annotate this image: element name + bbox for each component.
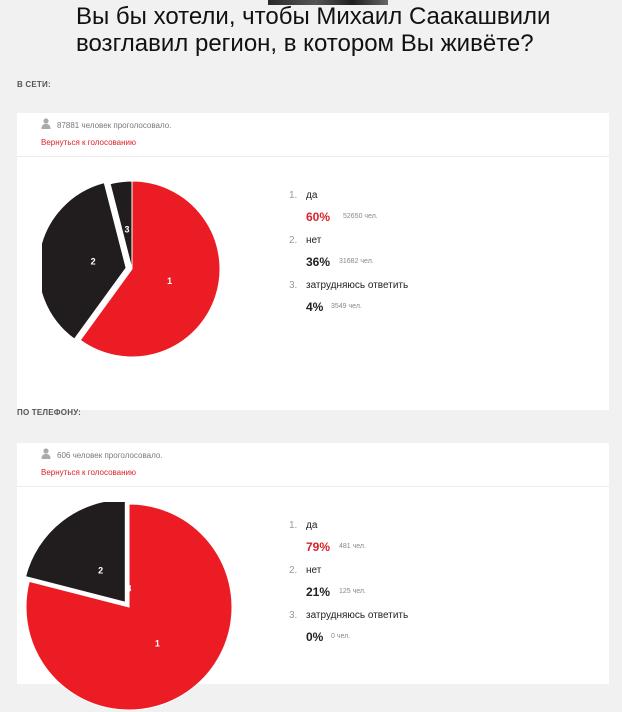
pie-label-2: 2 (98, 565, 103, 575)
pie-slice-2 (42, 182, 127, 340)
poll-question: Вы бы хотели, чтобы Михаил Саакашвили во… (76, 3, 616, 57)
answer-label: да (306, 190, 318, 201)
answer-percent: 4% (306, 300, 324, 314)
answer-count: 3549 чел. (331, 303, 362, 310)
answer-count: 52650 чел. (343, 213, 378, 220)
answer-count: 125 чел. (339, 588, 366, 595)
answer-percent: 0% (306, 630, 324, 644)
answer-percent: 21% (306, 585, 331, 599)
answer-percent: 60% (306, 210, 331, 224)
answer-count: 31682 чел. (339, 258, 374, 265)
answer-percent: 79% (306, 540, 331, 554)
results-panel-phone: 606 человек проголосовало. Вернуться к г… (17, 443, 609, 711)
user-icon (41, 448, 51, 459)
answer-number: 3. (289, 280, 298, 291)
answer-label: нет (306, 565, 322, 576)
panel-header: 606 человек проголосовало. Вернуться к г… (17, 443, 609, 487)
answer-count: 481 чел. (339, 543, 366, 550)
pie-label-1: 1 (167, 276, 172, 286)
pie-label-1: 1 (155, 639, 160, 649)
pie-label-3: 3 (125, 225, 130, 235)
answer-number: 2. (289, 565, 298, 576)
answer-label: нет (306, 235, 322, 246)
answer-number: 2. (289, 235, 298, 246)
section-label-online: В СЕТИ: (17, 80, 51, 89)
pie-slice-1 (79, 180, 221, 358)
user-icon (41, 118, 51, 129)
answer-number: 3. (289, 610, 298, 621)
answer-number: 1. (289, 190, 298, 201)
pie-label-2: 2 (91, 257, 96, 267)
pie-slice-3 (109, 180, 133, 270)
pie-slice-2 (24, 502, 126, 603)
results-panel-online: 87881 человек проголосовало. Вернуться к… (17, 113, 609, 410)
voted-count-text: 606 человек проголосовало. (57, 451, 163, 460)
answer-label: да (306, 520, 318, 531)
back-to-voting-link[interactable]: Вернуться к голосованию (41, 468, 137, 477)
question-line-1: Вы бы хотели, чтобы Михаил Саакашвили (76, 3, 551, 30)
pie-chart-phone: 1 2 3 (24, 502, 233, 711)
panel-header: 87881 человек проголосовало. Вернуться к… (17, 113, 609, 157)
header-photo (268, 0, 388, 5)
answer-label: затрудняюсь ответить (306, 610, 409, 621)
pie-chart-online: 1 2 3 (42, 180, 221, 358)
question-line-2: возглавил регион, в котором Вы живёте? (76, 30, 534, 57)
answer-count: 0 чел. (331, 633, 351, 640)
voted-count-text: 87881 человек проголосовало. (57, 121, 172, 130)
answer-number: 1. (289, 520, 298, 531)
pie-label-3: 3 (126, 583, 131, 593)
answer-percent: 36% (306, 255, 331, 269)
section-label-phone: ПО ТЕЛЕФОНУ: (17, 408, 82, 417)
answer-label: затрудняюсь ответить (306, 280, 409, 291)
back-to-voting-link[interactable]: Вернуться к голосованию (41, 138, 137, 147)
